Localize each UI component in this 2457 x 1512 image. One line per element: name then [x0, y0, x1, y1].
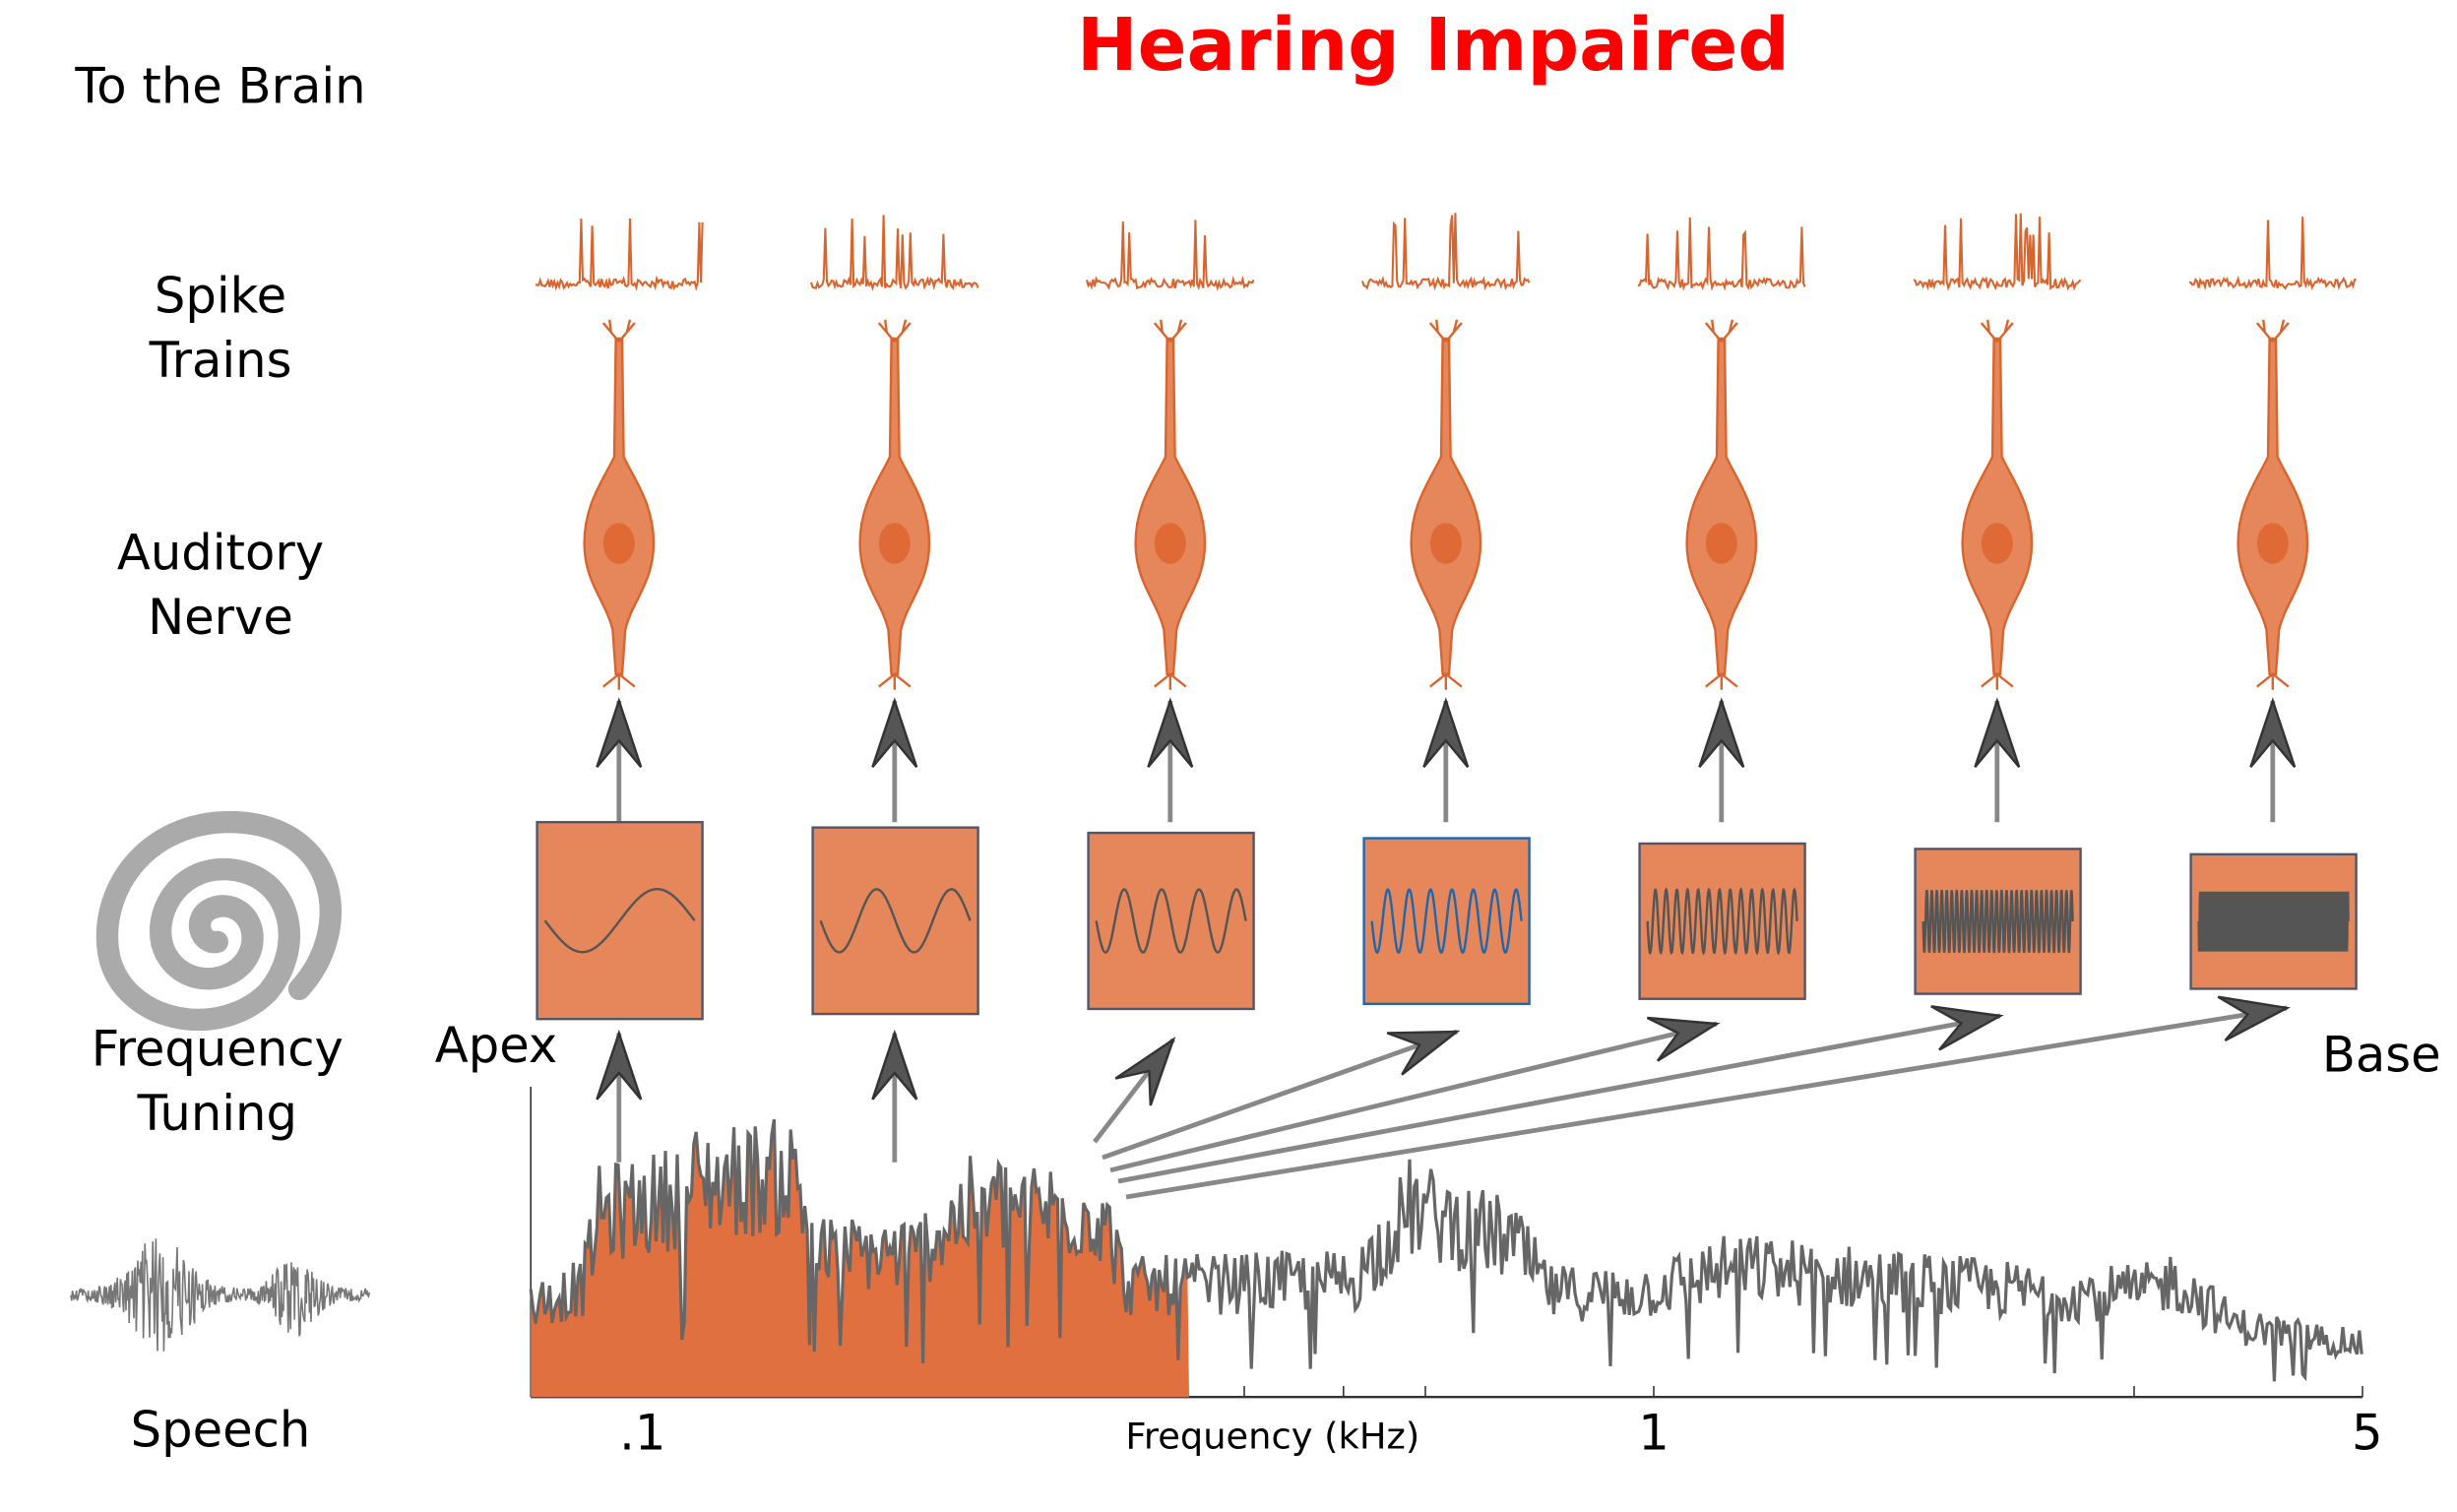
tick-label: 1	[1638, 1405, 1670, 1462]
arrow-head	[1422, 697, 1470, 768]
spike-train	[1637, 217, 1806, 291]
spectrum-fill	[531, 1119, 1189, 1398]
sine	[1922, 889, 2074, 954]
neuron	[583, 337, 656, 675]
dendrites	[1428, 319, 1463, 690]
speech-waveform	[70, 1238, 371, 1352]
arrow-head	[871, 1029, 918, 1101]
dendrites	[877, 319, 912, 690]
neuron	[858, 337, 931, 675]
row-label: Speech	[131, 1402, 311, 1459]
neuron	[1410, 337, 1482, 675]
title: Hearing Impaired	[1077, 4, 1790, 88]
nucleus	[878, 523, 911, 564]
nucleus	[1705, 523, 1737, 564]
sine	[1095, 888, 1247, 954]
spike-train	[1913, 213, 2082, 291]
sine	[543, 888, 696, 954]
arrow	[1109, 1021, 1718, 1173]
sine	[1646, 887, 1798, 956]
arrow	[1125, 1005, 2288, 1200]
row-label: Frequency	[92, 1020, 344, 1077]
row-label: Spike	[155, 268, 286, 325]
dendrites	[1153, 319, 1187, 690]
arrow	[1117, 1013, 2001, 1184]
axis-label: Frequency (kHz)	[1125, 1415, 1419, 1457]
cochlea-spiral	[95, 810, 342, 1032]
neuron	[1134, 337, 1207, 675]
arrow-head	[1147, 697, 1194, 768]
row-label: Auditory	[117, 524, 324, 581]
arrow-head	[1974, 697, 2021, 768]
neuron	[2236, 337, 2309, 675]
spike-train	[535, 219, 704, 291]
row-label: Trains	[149, 332, 292, 389]
arrow-head	[871, 697, 918, 768]
arrow-head	[1114, 1036, 1176, 1106]
row-label: Tuning	[137, 1085, 297, 1142]
row-label: To the Brain	[74, 58, 365, 115]
tick-label: .1	[619, 1405, 665, 1462]
tick-label: 5	[2352, 1405, 2383, 1462]
nucleus	[1429, 523, 1462, 564]
row-label: Nerve	[148, 589, 293, 646]
arrow-head	[2217, 995, 2291, 1041]
arrow-head	[2249, 697, 2297, 768]
neuron	[1961, 337, 2034, 675]
sine	[819, 888, 972, 954]
base-label: Base	[2322, 1027, 2441, 1084]
arrow-head	[596, 1029, 643, 1101]
dendrites	[1704, 319, 1738, 690]
neuron	[1685, 337, 1758, 675]
sine	[1370, 888, 1523, 955]
spectrum	[529, 1118, 2363, 1382]
arrow-head	[1386, 1030, 1461, 1076]
arrow-head	[1646, 1016, 1721, 1062]
dendrites	[601, 319, 636, 690]
apex-label: Apex	[435, 1017, 557, 1074]
spike-train	[810, 215, 979, 291]
arrow	[1102, 1029, 1458, 1161]
nucleus	[1154, 523, 1186, 564]
spike-train	[1361, 213, 1531, 291]
spike-train	[1085, 220, 1255, 292]
arrow-head	[596, 697, 643, 768]
dendrites	[1980, 319, 2014, 690]
spike-train	[2188, 217, 2357, 291]
arrow-head	[1930, 1005, 2004, 1051]
nucleus	[1981, 523, 2013, 564]
dendrites	[2255, 319, 2290, 690]
nucleus	[2256, 523, 2289, 564]
nucleus	[602, 523, 635, 564]
arrow-head	[1698, 697, 1745, 768]
sine	[2197, 891, 2350, 952]
decorations	[70, 213, 2363, 1399]
